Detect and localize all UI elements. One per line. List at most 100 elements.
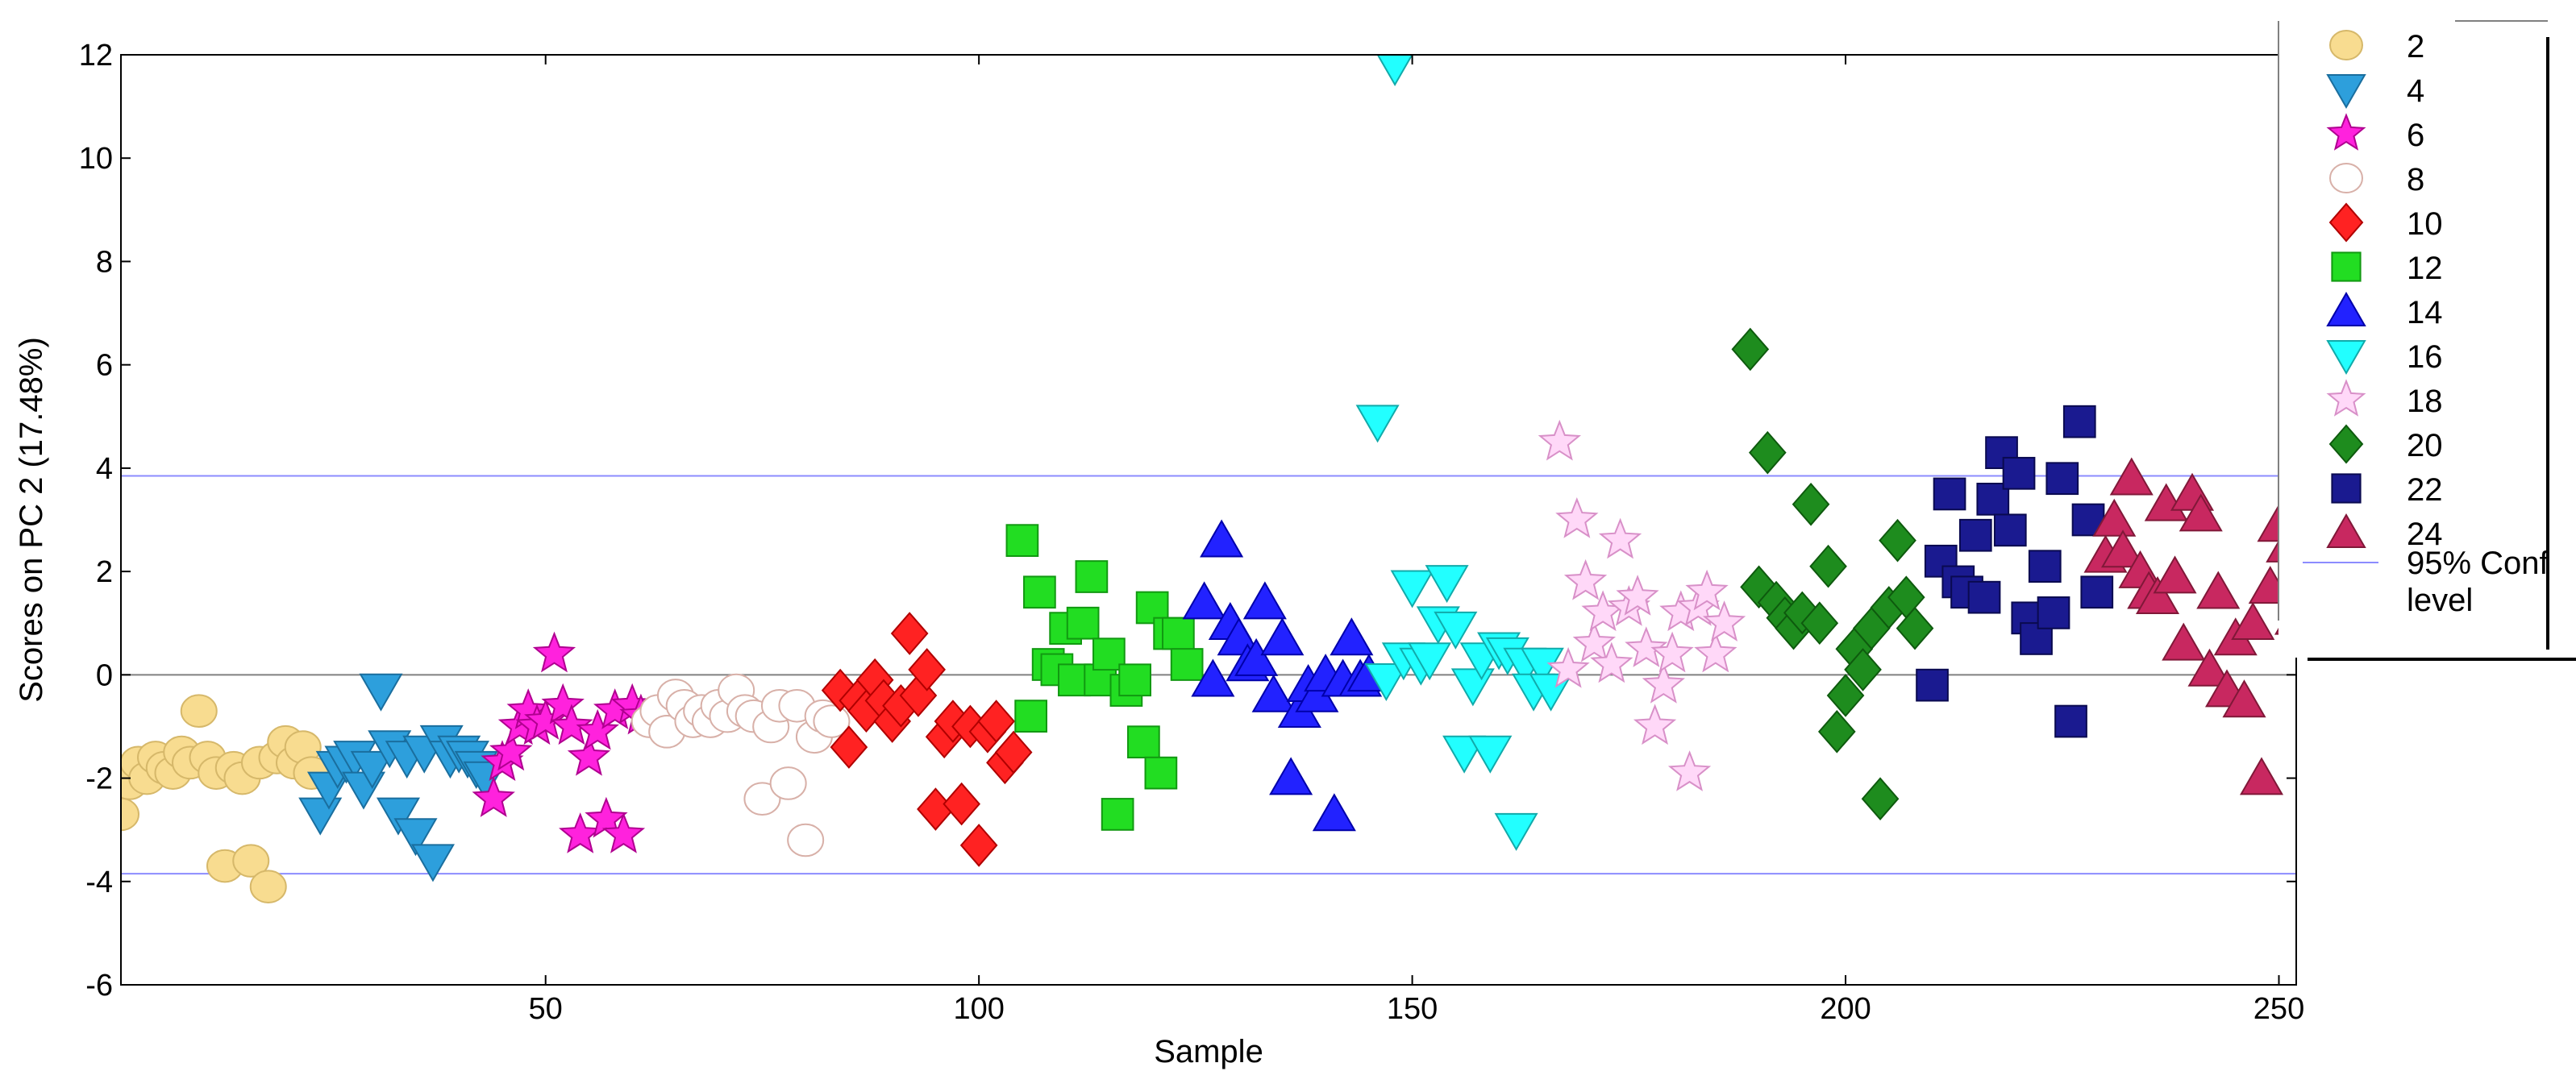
legend-item-22: 22 [2331, 472, 2443, 508]
data-point-series-24 [2135, 575, 2180, 614]
data-point-series-18 [1572, 621, 1616, 662]
data-point-series-22 [2045, 462, 2079, 496]
legend-item-20: 20 [2328, 424, 2443, 464]
x-tick-label: 100 [953, 992, 1004, 1026]
legend-marker-4 [2326, 74, 2366, 110]
data-point-series-24 [2092, 498, 2137, 537]
data-point-series-14 [1251, 674, 1296, 712]
data-point-series-8 [787, 823, 825, 857]
data-point-series-10 [899, 674, 938, 717]
data-point-series-10 [977, 700, 1015, 743]
y-tick-label: 0 [96, 658, 113, 692]
data-point-series-14 [1200, 519, 1244, 558]
data-point-series-16 [1468, 735, 1513, 774]
data-point-series-18 [1633, 704, 1677, 745]
y-tick-label: 4 [96, 452, 113, 486]
data-point-series-16 [1450, 668, 1495, 707]
data-point-series-14 [1312, 793, 1356, 832]
data-point-series-24 [2187, 648, 2232, 687]
legend-marker-20 [2328, 424, 2364, 464]
data-point-series-14 [1191, 658, 1235, 697]
data-point-series-6 [576, 708, 619, 750]
legend-marker-16 [2326, 340, 2366, 376]
data-point-series-18 [1546, 646, 1590, 688]
data-point-series-12 [1144, 756, 1178, 790]
legend-marker-18 [2326, 379, 2366, 417]
data-point-series-6 [489, 729, 533, 771]
data-point-series-16 [1376, 55, 1413, 87]
data-point-series-2 [121, 797, 139, 832]
data-point-series-16 [1355, 405, 1400, 443]
legend-marker-12 [2331, 251, 2362, 282]
legend-marker-2 [2329, 30, 2363, 60]
legend-marker-24 [2326, 513, 2366, 548]
data-point-series-8 [769, 766, 807, 800]
data-point-series-12 [1162, 617, 1195, 650]
legend-item-14: 14 [2326, 291, 2443, 330]
data-point-series-4 [350, 750, 394, 789]
legend-item-10: 10 [2328, 202, 2443, 243]
legend-marker-10 [2328, 202, 2364, 243]
legend-label: 12 [2407, 251, 2443, 286]
legend-label: 10 [2407, 206, 2443, 242]
data-point-series-18 [1685, 569, 1729, 611]
y-tick-label: -4 [85, 866, 113, 899]
data-point-series-4 [393, 818, 438, 857]
legend-label: 24 [2407, 517, 2443, 552]
data-point-series-24 [2162, 622, 2206, 661]
data-point-series-6 [567, 734, 611, 776]
legend-label: 2 [2407, 29, 2424, 64]
data-point-series-12 [1005, 524, 1039, 558]
data-point-series-20 [1861, 777, 1900, 821]
data-point-series-20 [1844, 648, 1882, 691]
y-tick-label: 12 [79, 39, 113, 73]
data-point-series-14 [1260, 617, 1305, 656]
data-point-series-14 [1182, 581, 1226, 620]
data-point-series-16 [1390, 570, 1434, 608]
legend-confidence-label: 95% Conf [2407, 546, 2549, 581]
data-point-series-18 [1667, 750, 1712, 791]
legend-box [2278, 21, 2549, 658]
y-tick-label: 8 [96, 245, 113, 279]
data-point-series-20 [1731, 327, 1770, 372]
data-point-series-10 [821, 668, 859, 712]
data-point-series-4 [298, 797, 343, 836]
data-point-series-10 [943, 782, 980, 826]
data-point-series-22 [1958, 518, 1992, 552]
data-point-series-18 [1538, 419, 1581, 461]
plot-area [121, 55, 2296, 985]
data-point-series-14 [1234, 637, 1279, 676]
data-point-series-12 [1127, 725, 1160, 759]
legend-item-24: 24 [2326, 513, 2443, 552]
legend-label: 20 [2407, 428, 2443, 463]
data-point-series-20 [1809, 544, 1847, 588]
data-point-series-24 [2239, 757, 2284, 795]
legend-marker-6 [2326, 113, 2366, 151]
legend-item-6: 6 [2326, 113, 2424, 153]
data-point-series-18 [1563, 558, 1608, 600]
data-point-series-20 [1817, 710, 1856, 754]
data-point-series-16 [1408, 642, 1452, 681]
data-point-series-12 [1014, 700, 1048, 733]
data-point-series-22 [2080, 575, 2114, 609]
data-point-series-24 [2196, 571, 2241, 609]
data-point-series-16 [1425, 565, 1469, 604]
data-point-series-22 [2028, 550, 2062, 583]
data-point-series-24 [2231, 602, 2275, 641]
data-point-series-6 [472, 776, 515, 817]
data-point-series-22 [1933, 477, 1966, 511]
data-point-series-16 [1494, 812, 1538, 851]
x-tick-label: 50 [529, 992, 563, 1026]
legend-label: 6 [2407, 118, 2424, 153]
axes: 50 100 150 200 250 -6 -4 -2 0 2 4 6 8 10 12 [79, 39, 2304, 1026]
legend-label: 4 [2407, 73, 2424, 109]
data-point-series-18 [1642, 662, 1685, 704]
data-point-series-16 [1434, 611, 1478, 650]
legend-item-2: 2 [2329, 29, 2424, 64]
legend-item-18: 18 [2326, 379, 2443, 419]
legend-item-16: 16 [2326, 339, 2443, 376]
x-axis-title: Sample [1154, 1034, 1263, 1069]
data-point-series-20 [1792, 482, 1830, 526]
